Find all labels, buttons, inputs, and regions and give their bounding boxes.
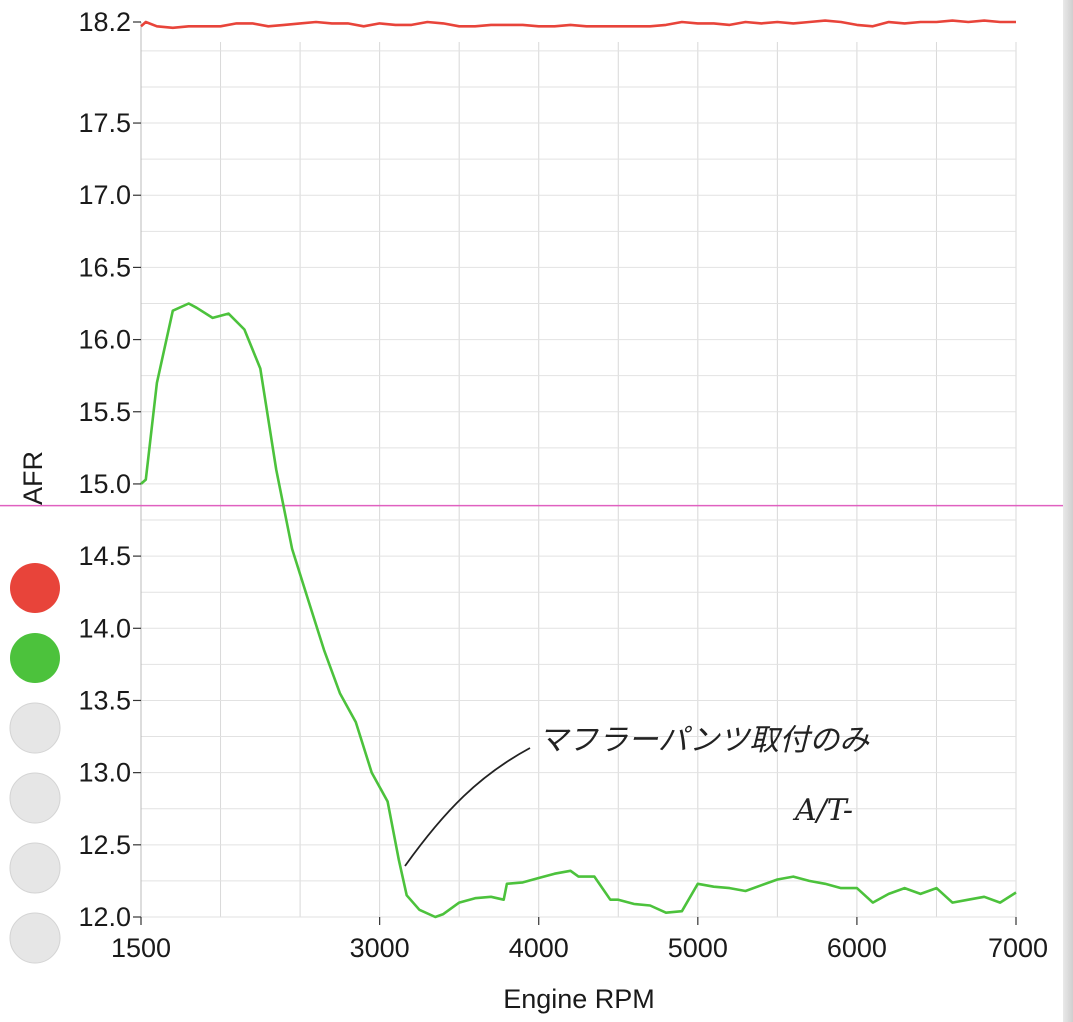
x-tick-label: 7000 bbox=[988, 933, 1048, 963]
chart-grid bbox=[140, 22, 1017, 918]
y-tick-label: 14.0 bbox=[78, 613, 131, 643]
x-tick-label: 1500 bbox=[111, 933, 171, 963]
y-tick-label: 17.0 bbox=[78, 180, 131, 210]
x-tick-label: 6000 bbox=[827, 933, 887, 963]
y-axis-title: AFR bbox=[18, 451, 48, 505]
annotation-text-line1: マフラーパンツ取付のみ bbox=[538, 723, 870, 758]
series-line-2 bbox=[140, 302, 1017, 919]
y-tick-label: 13.5 bbox=[78, 685, 131, 715]
y-tick-label: 13.0 bbox=[78, 758, 131, 788]
annotation-text-line2: A/T- bbox=[792, 793, 853, 828]
legend-dot-3[interactable] bbox=[9, 702, 61, 754]
legend-dot-6[interactable] bbox=[9, 912, 61, 964]
legend-dot-1[interactable] bbox=[10, 563, 60, 613]
x-tick-label: 4000 bbox=[509, 933, 569, 963]
y-tick-label: 17.5 bbox=[78, 108, 131, 138]
x-axis-ticks: 1500 3000 4000 5000 6000 7000 bbox=[111, 917, 1048, 963]
legend-dots bbox=[9, 563, 61, 964]
handwritten-annotation: マフラーパンツ取付のみ A/T- bbox=[404, 723, 870, 867]
y-tick-label: 15.5 bbox=[78, 397, 131, 427]
y-axis-ticks: 12.0 12.5 13.0 13.5 14.0 14.5 15.0 15.5 16.0 16.5… bbox=[78, 7, 141, 932]
y-tick-label: 16.5 bbox=[78, 252, 131, 282]
x-tick-label: 3000 bbox=[350, 933, 410, 963]
annotation-leader-line bbox=[404, 747, 531, 867]
y-tick-label: 12.0 bbox=[78, 902, 131, 932]
legend-dot-5[interactable] bbox=[9, 842, 61, 894]
scan-edge bbox=[1063, 0, 1073, 1022]
x-axis-title: Engine RPM bbox=[503, 984, 655, 1014]
y-tick-label: 15.0 bbox=[78, 469, 131, 499]
y-tick-label: 12.5 bbox=[78, 830, 131, 860]
legend-dot-4[interactable] bbox=[9, 772, 61, 824]
y-tick-label: 16.0 bbox=[78, 325, 131, 355]
y-tick-label: 14.5 bbox=[78, 541, 131, 571]
y-tick-label: 18.2 bbox=[78, 7, 131, 37]
legend-dot-2[interactable] bbox=[10, 633, 60, 683]
chart-series bbox=[140, 19, 1017, 919]
x-tick-label: 5000 bbox=[668, 933, 728, 963]
series-line-1 bbox=[140, 19, 1016, 30]
